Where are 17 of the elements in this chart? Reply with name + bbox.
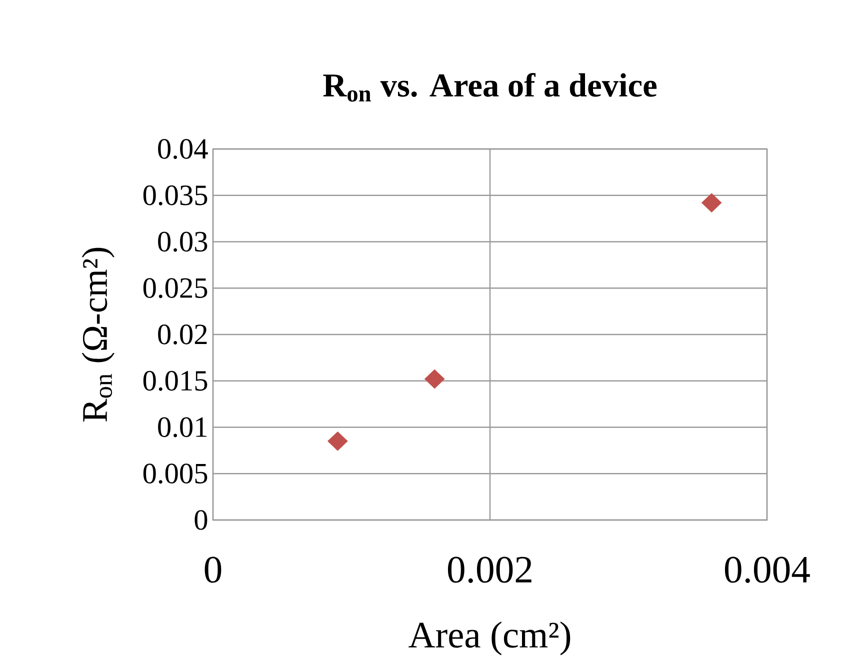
y-tick-label: 0.035 [143, 185, 208, 206]
y-tick-label: 0.02 [158, 324, 207, 344]
y-axis-title: R$_{on}$ (Ω-cm²) [82, 248, 114, 422]
y-tick-label: 0.04 [158, 139, 208, 159]
point [702, 193, 722, 212]
x-tick-label: 0.002 [448, 556, 532, 583]
y-tick-label: 0.025 [143, 278, 208, 298]
y-tick-label: 0 [194, 510, 208, 530]
chart-title: R$_{on}$ vs. Area of a device [323, 72, 657, 102]
y-tick-label: 0.03 [158, 232, 208, 252]
point [328, 432, 348, 451]
y-tick-label: 0.01 [158, 417, 207, 438]
point [424, 369, 445, 389]
y-tick-label: 0.015 [143, 370, 208, 391]
y-tick-label: 0.005 [143, 464, 208, 484]
x-tick-label: 0.004 [724, 556, 810, 583]
x-axis-title: Area (cm²) [408, 621, 570, 656]
